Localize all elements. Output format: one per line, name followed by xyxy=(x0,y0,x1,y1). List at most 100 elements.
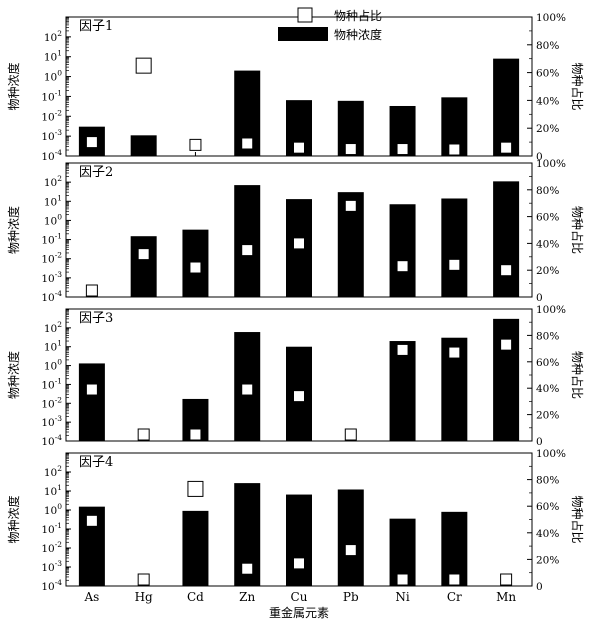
left-tick-base: 10 xyxy=(41,235,54,247)
left-tick-label: 10-2 xyxy=(41,540,62,555)
category-label-Ni: Ni xyxy=(395,590,410,604)
right-tick-label: 20% xyxy=(536,410,559,422)
left-tick-exponent: -3 xyxy=(55,414,63,423)
right-tick-label: 0 xyxy=(536,151,543,163)
proportion-marker-Hg xyxy=(137,573,150,586)
proportion-marker-Ni xyxy=(396,143,409,156)
left-tick-exponent: -4 xyxy=(55,578,63,587)
left-tick-exponent: 0 xyxy=(57,212,62,221)
right-axis-label: 物种占比 xyxy=(570,62,585,110)
left-tick-exponent: 1 xyxy=(57,49,62,58)
right-tick-label: 100% xyxy=(536,448,566,460)
left-tick-base: 10 xyxy=(44,196,57,208)
concentration-bar-Mn xyxy=(493,318,520,441)
left-tick-base: 10 xyxy=(44,32,57,44)
proportion-marker-Cr xyxy=(448,573,461,586)
left-tick-base: 10 xyxy=(41,524,54,536)
left-tick-label: 100 xyxy=(44,502,62,517)
proportion-marker-Cr xyxy=(448,143,461,156)
left-tick-exponent: -3 xyxy=(55,128,63,137)
concentration-bar-Mn xyxy=(493,58,520,156)
proportion-marker-Pb xyxy=(344,199,357,212)
right-tick-label: 80% xyxy=(536,475,559,487)
left-tick-label: 100 xyxy=(44,358,62,373)
proportion-marker-Cu xyxy=(293,390,305,403)
left-tick-label: 10-3 xyxy=(41,128,62,143)
left-tick-label: 10-1 xyxy=(41,376,62,391)
left-tick-base: 10 xyxy=(44,342,57,354)
category-label-Hg: Hg xyxy=(135,590,153,604)
left-tick-label: 101 xyxy=(44,49,62,64)
proportion-marker-Cu xyxy=(293,141,305,154)
left-tick-base: 10 xyxy=(41,543,54,555)
right-tick-label: 0 xyxy=(536,436,543,448)
left-tick-label: 10-2 xyxy=(41,108,62,123)
concentration-bar-Cd xyxy=(182,510,209,586)
left-tick-base: 10 xyxy=(41,398,54,410)
left-tick-exponent: 0 xyxy=(57,358,62,367)
proportion-marker-Mn xyxy=(500,338,513,351)
legend-proportion-label: 物种占比 xyxy=(334,8,382,23)
left-tick-label: 10-3 xyxy=(41,559,62,574)
left-tick-base: 10 xyxy=(41,417,54,429)
proportion-marker-Pb xyxy=(344,428,357,441)
left-tick-label: 10-1 xyxy=(41,232,62,247)
concentration-bar-Ni xyxy=(389,341,416,441)
x-axis-title: 重金属元素 xyxy=(269,605,329,620)
proportion-marker-Cr xyxy=(448,258,461,271)
proportion-marker-Cr xyxy=(448,346,461,359)
concentration-bar-As xyxy=(78,363,105,441)
proportion-marker-Cd xyxy=(187,480,204,497)
concentration-bar-Cu xyxy=(286,494,312,586)
left-tick-exponent: -2 xyxy=(55,395,63,404)
left-tick-exponent: -1 xyxy=(55,376,62,385)
left-tick-exponent: -1 xyxy=(55,521,62,530)
left-tick-exponent: -4 xyxy=(55,289,63,298)
left-tick-base: 10 xyxy=(44,505,57,517)
left-tick-label: 101 xyxy=(44,483,62,498)
left-tick-base: 10 xyxy=(44,72,57,84)
right-tick-label: 60% xyxy=(536,68,559,80)
panel-title: 因子2 xyxy=(79,165,113,180)
left-tick-label: 101 xyxy=(44,339,62,354)
left-tick-base: 10 xyxy=(41,436,54,448)
left-tick-label: 10-3 xyxy=(41,270,62,285)
left-tick-base: 10 xyxy=(41,111,54,123)
proportion-marker-Ni xyxy=(396,260,409,273)
left-tick-label: 10-4 xyxy=(41,433,62,448)
left-tick-label: 10-1 xyxy=(41,88,62,103)
left-tick-exponent: 0 xyxy=(57,69,62,78)
right-tick-label: 20% xyxy=(536,554,559,566)
right-axis-label: 物种占比 xyxy=(570,351,585,399)
proportion-marker-As xyxy=(85,136,98,149)
left-axis-label: 物种浓度 xyxy=(6,62,21,110)
panel-4: 10-410-310-210-1100101102020%40%60%80%10… xyxy=(6,448,585,593)
proportion-marker-Cd xyxy=(189,138,202,151)
proportion-marker-Zn xyxy=(241,562,254,575)
left-tick-label: 102 xyxy=(44,320,62,335)
left-tick-base: 10 xyxy=(44,361,57,373)
category-label-Pb: Pb xyxy=(343,590,359,604)
right-tick-label: 40% xyxy=(536,528,559,540)
left-tick-exponent: 0 xyxy=(57,502,62,511)
panel-1: 10-410-310-210-1100101102020%40%60%80%10… xyxy=(6,12,585,163)
right-tick-label: 80% xyxy=(536,330,559,342)
proportion-marker-Mn xyxy=(500,573,513,586)
proportion-marker-Cd xyxy=(189,428,202,441)
left-tick-base: 10 xyxy=(41,379,54,391)
concentration-bar-Mn xyxy=(493,181,520,297)
left-tick-exponent: 1 xyxy=(57,483,62,492)
left-tick-exponent: -2 xyxy=(55,108,63,117)
proportion-marker-Pb xyxy=(344,143,357,156)
concentration-bar-Zn xyxy=(234,185,261,297)
left-tick-base: 10 xyxy=(41,273,54,285)
left-tick-label: 10-3 xyxy=(41,414,62,429)
panel-title: 因子3 xyxy=(79,311,113,326)
category-label-Mn: Mn xyxy=(496,590,516,604)
left-axis-label: 物种浓度 xyxy=(6,351,21,399)
left-tick-base: 10 xyxy=(44,215,57,227)
right-axis-label: 物种占比 xyxy=(570,206,585,254)
legend-proportion-swatch xyxy=(297,7,313,23)
right-tick-label: 100% xyxy=(536,158,566,170)
left-tick-exponent: -2 xyxy=(55,251,63,260)
